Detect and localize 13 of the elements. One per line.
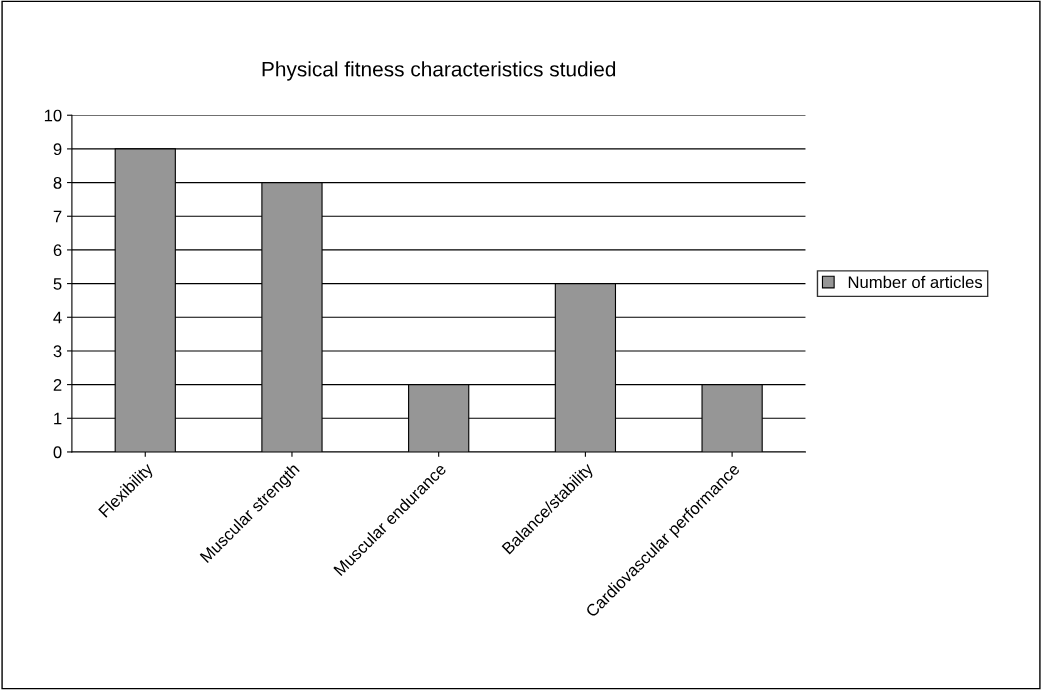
y-tick-label: 3 <box>53 345 62 358</box>
y-tick-label: 1 <box>54 412 62 425</box>
legend-label: Number of articles <box>848 275 983 289</box>
y-tick-label: 4 <box>53 311 62 324</box>
y-tick-label: 9 <box>53 143 62 156</box>
y-tick-label: 2 <box>53 379 62 391</box>
chart-title: Physical fitness characteristics studied <box>262 61 616 81</box>
y-tick-label: 8 <box>53 176 62 189</box>
y-tick-label: 7 <box>53 210 62 223</box>
y-tick-label: 0 <box>53 446 62 459</box>
y-tick-label: 6 <box>53 244 62 257</box>
y-tick-label: 10 <box>44 109 62 122</box>
y-tick-label: 5 <box>53 278 62 290</box>
